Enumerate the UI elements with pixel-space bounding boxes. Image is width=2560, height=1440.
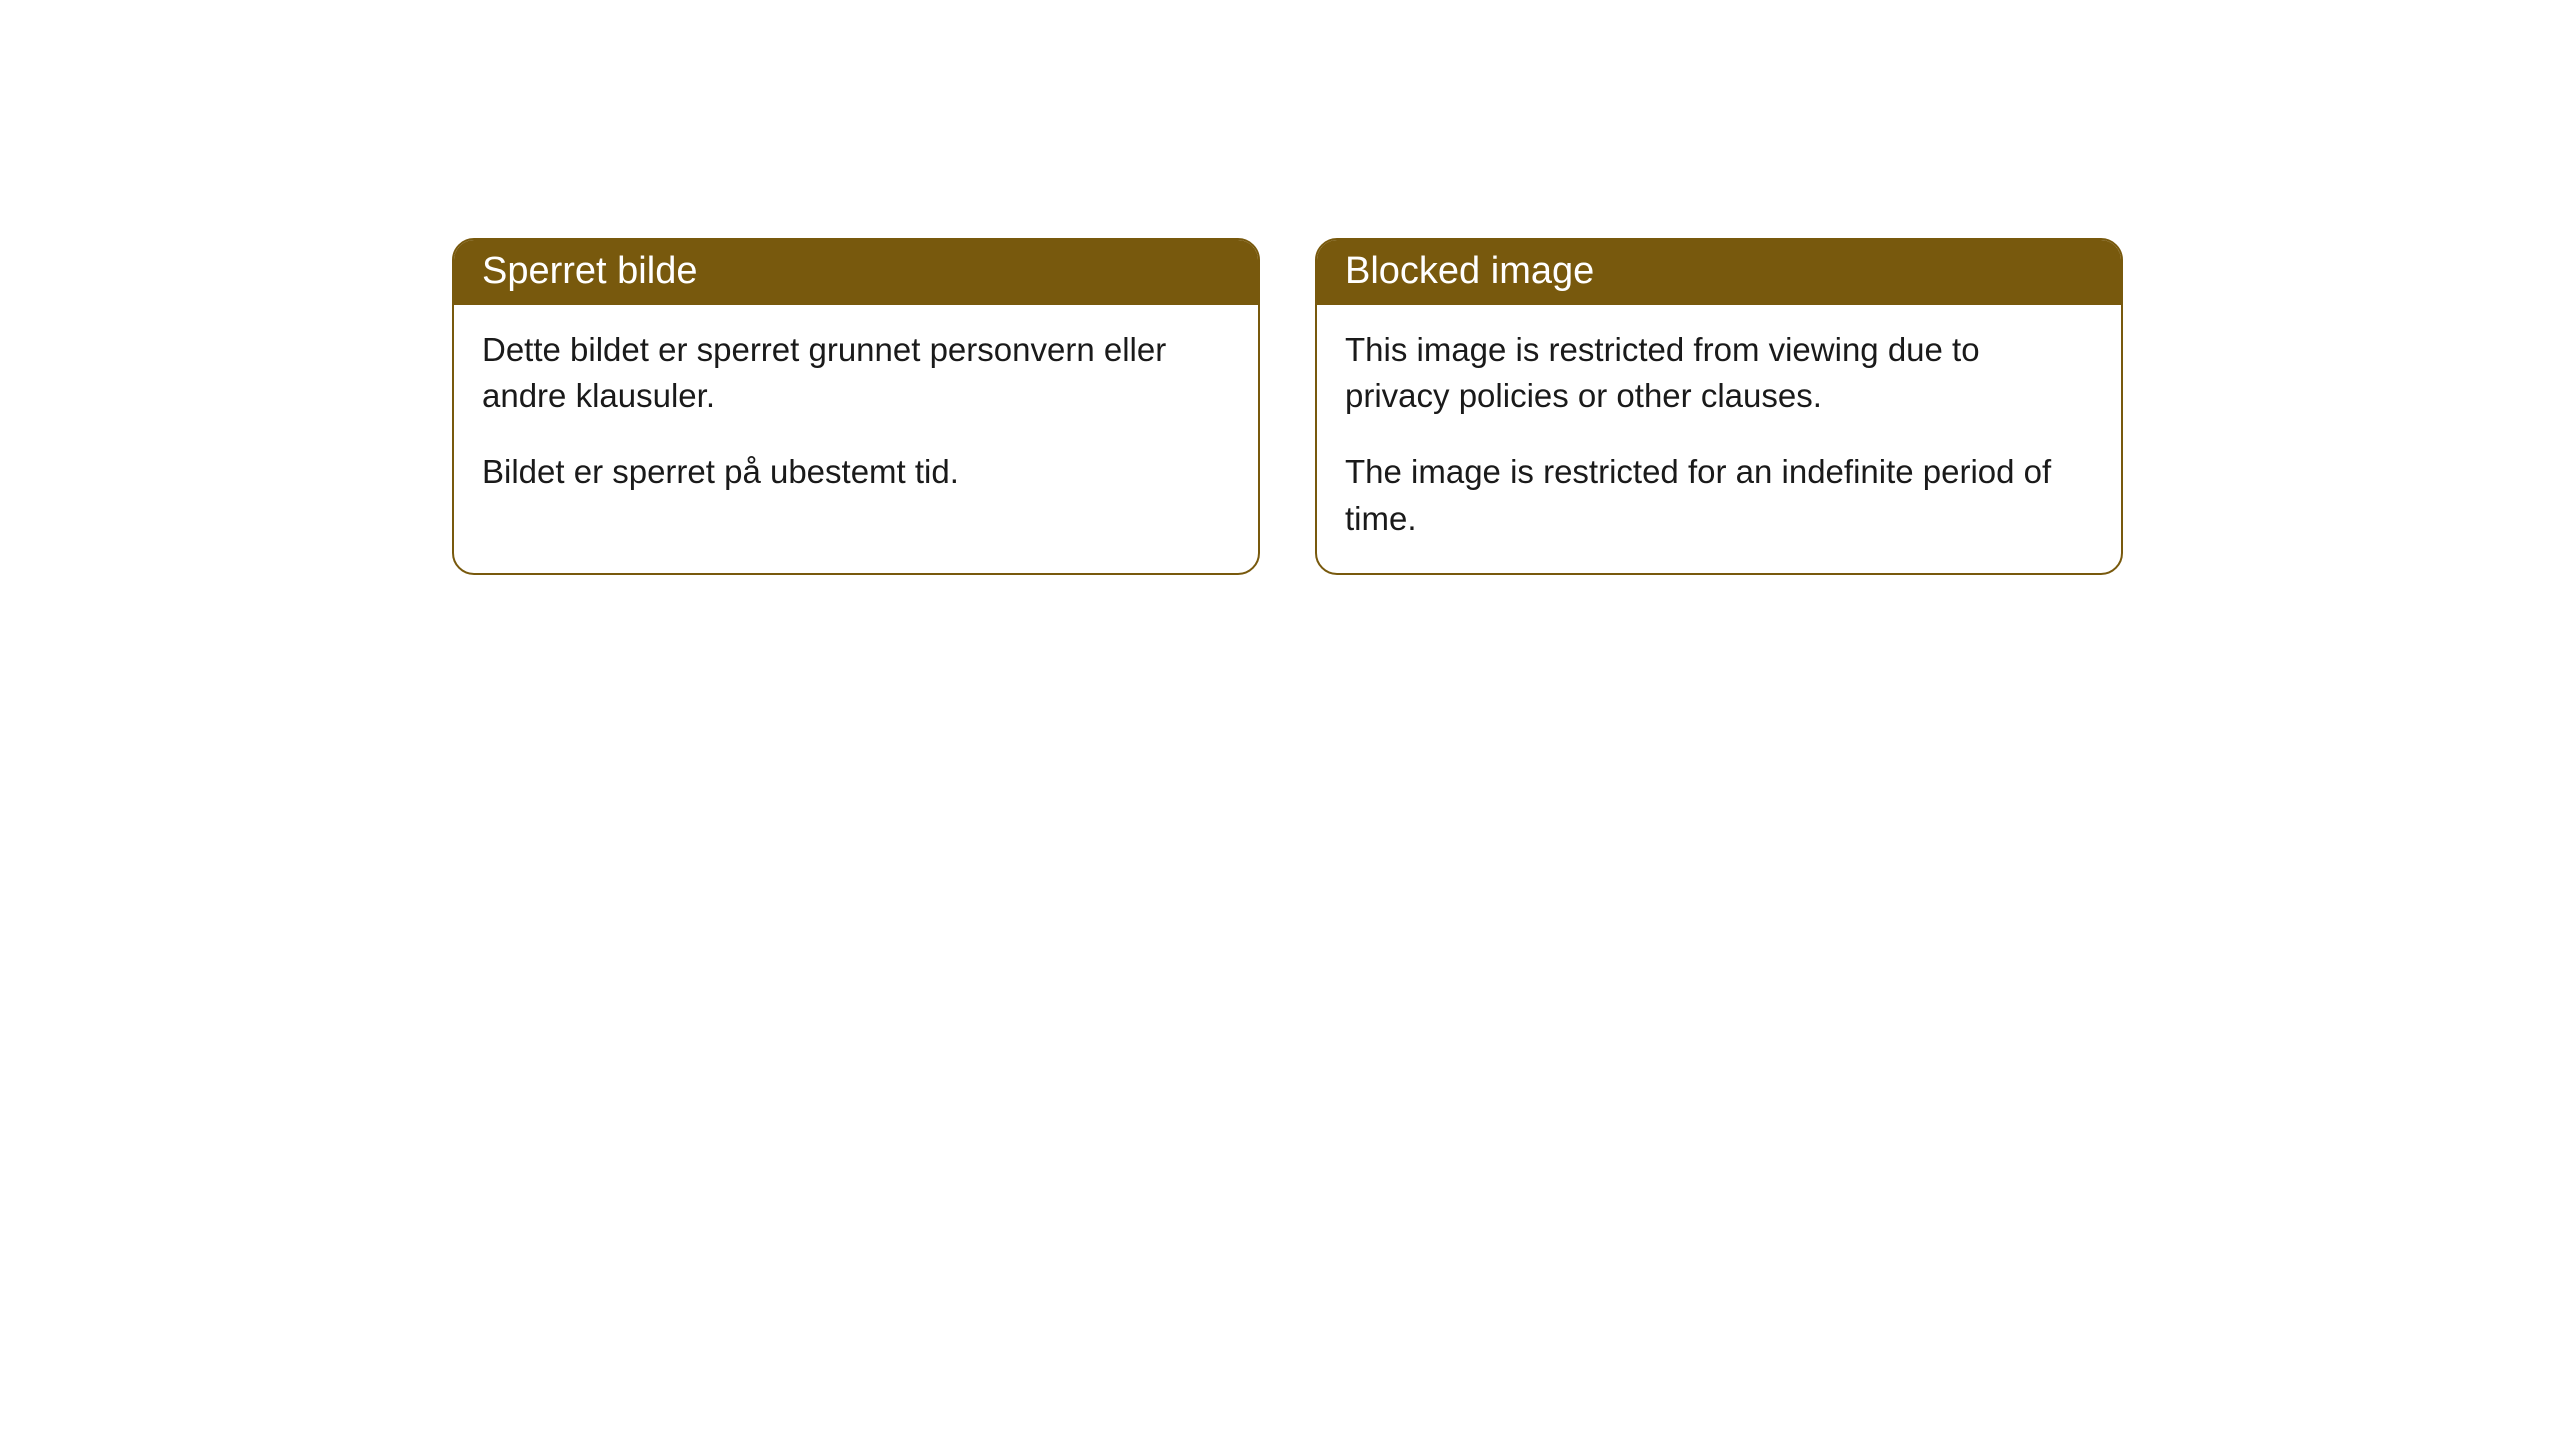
card-body-english: This image is restricted from viewing du… xyxy=(1317,305,2121,574)
notification-cards-container: Sperret bilde Dette bildet er sperret gr… xyxy=(452,238,2123,575)
card-title-norwegian: Sperret bilde xyxy=(454,240,1258,305)
card-paragraph-2-norwegian: Bildet er sperret på ubestemt tid. xyxy=(482,449,1230,495)
card-paragraph-1-english: This image is restricted from viewing du… xyxy=(1345,327,2093,419)
blocked-image-card-norwegian: Sperret bilde Dette bildet er sperret gr… xyxy=(452,238,1260,575)
blocked-image-card-english: Blocked image This image is restricted f… xyxy=(1315,238,2123,575)
card-paragraph-1-norwegian: Dette bildet er sperret grunnet personve… xyxy=(482,327,1230,419)
card-paragraph-2-english: The image is restricted for an indefinit… xyxy=(1345,449,2093,541)
card-body-norwegian: Dette bildet er sperret grunnet personve… xyxy=(454,305,1258,528)
card-title-english: Blocked image xyxy=(1317,240,2121,305)
